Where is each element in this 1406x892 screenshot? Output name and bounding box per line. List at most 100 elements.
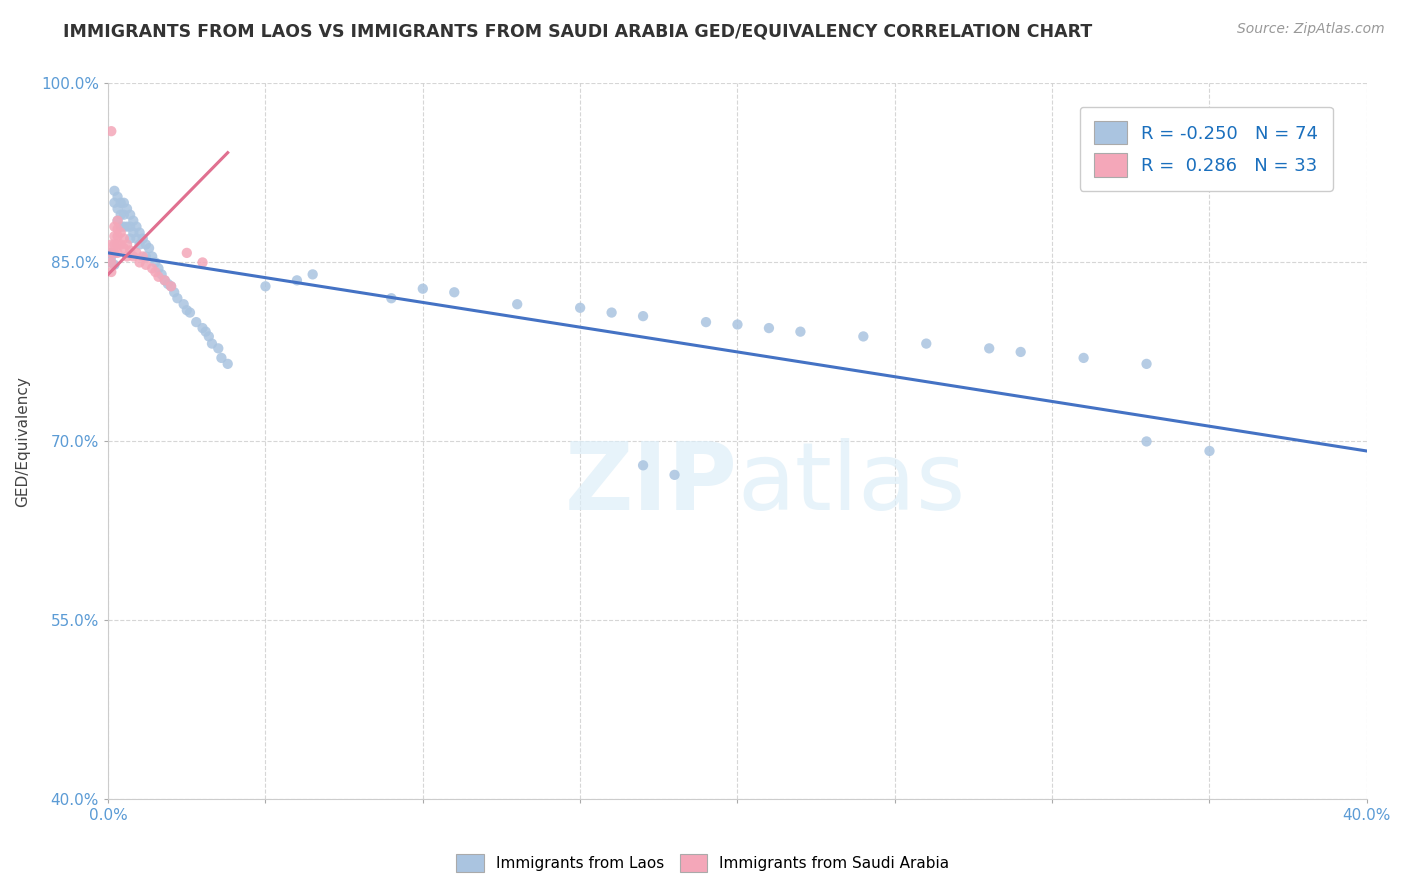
Point [148, 269, 170, 284]
Point [191, 255, 214, 269]
Point [789, 325, 811, 339]
Point [107, 229, 129, 244]
Point [160, 279, 183, 293]
Point [103, 219, 125, 234]
Point [120, 231, 142, 245]
Point [115, 250, 138, 264]
Point [201, 336, 224, 351]
Point [103, 195, 125, 210]
Point [166, 291, 188, 305]
Point [107, 202, 129, 216]
Point [148, 261, 170, 276]
Point [122, 226, 145, 240]
Point [112, 208, 135, 222]
Point [1073, 351, 1095, 365]
Point [852, 329, 875, 343]
Point [122, 213, 145, 227]
Point [153, 273, 176, 287]
Point [120, 219, 142, 234]
Point [103, 246, 125, 260]
Point [506, 297, 529, 311]
Point [135, 258, 157, 272]
Text: Source: ZipAtlas.com: Source: ZipAtlas.com [1237, 22, 1385, 37]
Point [695, 315, 717, 329]
Point [120, 208, 142, 222]
Point [132, 231, 155, 245]
Text: atlas: atlas [738, 438, 966, 531]
Point [132, 250, 155, 264]
Point [198, 329, 221, 343]
Point [207, 342, 229, 356]
Point [125, 246, 148, 260]
Point [141, 250, 163, 264]
Point [1198, 444, 1220, 458]
Point [122, 250, 145, 264]
Point [112, 195, 135, 210]
Point [209, 351, 232, 365]
Point [107, 213, 129, 227]
Point [100, 255, 122, 269]
Point [191, 321, 214, 335]
Point [103, 229, 125, 244]
Point [217, 357, 239, 371]
Point [727, 318, 749, 332]
Point [141, 261, 163, 276]
Point [380, 291, 402, 305]
Point [115, 219, 138, 234]
Point [150, 268, 173, 282]
Legend: R = -0.250   N = 74, R =  0.286   N = 33: R = -0.250 N = 74, R = 0.286 N = 33 [1080, 107, 1333, 191]
Point [103, 237, 125, 252]
Text: IMMIGRANTS FROM LAOS VS IMMIGRANTS FROM SAUDI ARABIA GED/EQUIVALENCY CORRELATION: IMMIGRANTS FROM LAOS VS IMMIGRANTS FROM … [63, 22, 1092, 40]
Point [107, 190, 129, 204]
Point [107, 213, 129, 227]
Point [128, 237, 150, 252]
Point [915, 336, 938, 351]
Point [186, 315, 208, 329]
Point [135, 250, 157, 264]
Point [107, 246, 129, 260]
Point [110, 226, 132, 240]
Point [631, 309, 654, 323]
Point [125, 231, 148, 245]
Point [301, 268, 323, 282]
Point [107, 237, 129, 252]
Point [103, 258, 125, 272]
Point [979, 342, 1001, 356]
Point [100, 250, 122, 264]
Y-axis label: GED/Equivalency: GED/Equivalency [15, 376, 30, 507]
Point [143, 265, 166, 279]
Point [143, 255, 166, 269]
Point [112, 231, 135, 245]
Point [107, 222, 129, 236]
Point [100, 255, 122, 269]
Point [115, 202, 138, 216]
Point [285, 273, 308, 287]
Point [125, 219, 148, 234]
Point [120, 244, 142, 258]
Point [194, 325, 217, 339]
Point [128, 226, 150, 240]
Point [100, 246, 122, 260]
Point [163, 285, 186, 300]
Point [569, 301, 592, 315]
Point [135, 237, 157, 252]
Point [110, 237, 132, 252]
Point [103, 184, 125, 198]
Point [176, 303, 198, 318]
Point [156, 277, 179, 291]
Point [412, 282, 434, 296]
Point [631, 458, 654, 473]
Point [138, 241, 160, 255]
Point [100, 237, 122, 252]
Point [664, 467, 686, 482]
Point [128, 255, 150, 269]
Point [179, 305, 201, 319]
Point [1135, 434, 1157, 449]
Point [1135, 357, 1157, 371]
Point [112, 219, 135, 234]
Point [254, 279, 277, 293]
Legend: Immigrants from Laos, Immigrants from Saudi Arabia: Immigrants from Laos, Immigrants from Sa… [449, 846, 957, 880]
Point [173, 297, 195, 311]
Point [160, 279, 183, 293]
Point [115, 237, 138, 252]
